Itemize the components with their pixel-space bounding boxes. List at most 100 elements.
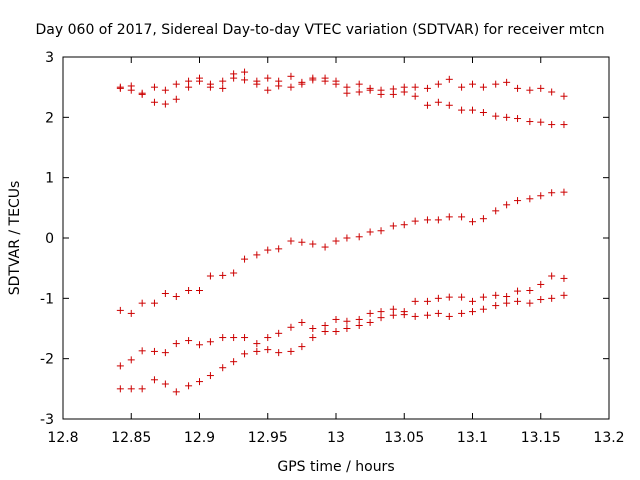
data-point bbox=[241, 255, 249, 263]
data-point bbox=[116, 84, 124, 92]
x-tick-label: 12.95 bbox=[248, 430, 288, 446]
data-point bbox=[219, 364, 227, 372]
data-point bbox=[275, 349, 283, 357]
data-point bbox=[127, 356, 135, 364]
data-point bbox=[161, 290, 169, 298]
data-point bbox=[479, 293, 487, 301]
data-point bbox=[309, 240, 317, 248]
data-point bbox=[514, 84, 522, 92]
y-tick-label: 1 bbox=[45, 171, 54, 187]
y-axis-title: SDTVAR / TECUs bbox=[7, 181, 23, 296]
data-point bbox=[343, 325, 351, 332]
data-point bbox=[537, 296, 545, 304]
y-tick-label: -1 bbox=[40, 291, 54, 307]
data-point bbox=[206, 83, 214, 91]
data-point bbox=[127, 309, 135, 317]
data-point bbox=[219, 271, 227, 279]
y-tick-label: 0 bbox=[45, 231, 54, 247]
data-point bbox=[116, 385, 124, 393]
data-point bbox=[332, 237, 340, 245]
data-point bbox=[172, 95, 180, 103]
data-point bbox=[411, 312, 419, 320]
data-point bbox=[287, 237, 295, 245]
data-point bbox=[241, 68, 249, 76]
data-point bbox=[423, 311, 431, 319]
data-point bbox=[560, 121, 568, 129]
data-point bbox=[423, 297, 431, 305]
data-point bbox=[150, 347, 158, 355]
data-point bbox=[479, 215, 487, 223]
data-point bbox=[298, 80, 306, 88]
data-point bbox=[275, 329, 283, 337]
data-point bbox=[309, 325, 317, 332]
data-point bbox=[560, 291, 568, 299]
data-point bbox=[537, 192, 545, 200]
data-point bbox=[185, 382, 193, 390]
data-point bbox=[253, 251, 261, 259]
data-point bbox=[445, 101, 453, 109]
data-point bbox=[458, 309, 466, 317]
data-point bbox=[309, 76, 317, 84]
data-point bbox=[458, 293, 466, 301]
data-point bbox=[526, 118, 534, 126]
data-point bbox=[116, 306, 124, 314]
x-tick-label: 13.05 bbox=[384, 430, 424, 446]
axis-ticks: 12.8 12.85 12.9 12.95 13 13.05 13.1 13.15 13.2-3… bbox=[40, 50, 625, 446]
data-point bbox=[366, 309, 374, 317]
data-point bbox=[287, 83, 295, 91]
data-point bbox=[298, 238, 306, 246]
data-point bbox=[138, 299, 146, 307]
y-tick-label: -3 bbox=[40, 412, 54, 428]
data-point bbox=[241, 76, 249, 84]
data-point bbox=[560, 188, 568, 196]
data-point bbox=[389, 222, 397, 230]
data-point bbox=[377, 227, 385, 235]
data-point bbox=[275, 245, 283, 253]
data-point bbox=[503, 299, 511, 307]
data-point bbox=[172, 388, 180, 396]
data-point bbox=[287, 323, 295, 331]
data-point bbox=[560, 92, 568, 100]
data-point bbox=[219, 77, 227, 85]
data-point bbox=[503, 201, 511, 209]
data-point bbox=[172, 80, 180, 88]
data-point bbox=[241, 334, 249, 342]
data-point bbox=[537, 118, 545, 126]
data-point bbox=[411, 92, 419, 100]
data-point bbox=[332, 328, 340, 336]
x-tick-label: 13 bbox=[327, 430, 345, 446]
data-point bbox=[514, 115, 522, 123]
data-point bbox=[206, 372, 214, 380]
data-point bbox=[185, 83, 193, 91]
data-point bbox=[355, 80, 363, 88]
data-point bbox=[400, 88, 408, 96]
data-point bbox=[196, 378, 203, 386]
data-point bbox=[492, 291, 500, 299]
x-tick-label: 13.15 bbox=[521, 430, 561, 446]
data-point bbox=[400, 311, 408, 319]
data-point bbox=[150, 376, 158, 384]
data-point bbox=[253, 340, 261, 348]
data-point bbox=[230, 269, 238, 277]
data-point bbox=[458, 213, 466, 221]
chart-title: Day 060 of 2017, Sidereal Day-to-day VTE… bbox=[36, 22, 605, 38]
data-point bbox=[172, 293, 180, 301]
data-point bbox=[400, 221, 408, 229]
data-point bbox=[434, 98, 442, 106]
data-point bbox=[343, 83, 351, 91]
data-point bbox=[514, 287, 522, 295]
data-point bbox=[434, 216, 442, 224]
data-point bbox=[185, 337, 193, 345]
data-point bbox=[548, 272, 556, 280]
data-point bbox=[309, 334, 317, 342]
data-point bbox=[355, 88, 363, 96]
x-axis-title: GPS time / hours bbox=[277, 459, 394, 475]
data-point bbox=[138, 347, 146, 355]
data-point bbox=[445, 312, 453, 320]
y-tick-label: -2 bbox=[40, 352, 54, 368]
data-point bbox=[434, 309, 442, 317]
data-point bbox=[377, 308, 385, 316]
data-point bbox=[321, 77, 329, 85]
data-point bbox=[230, 358, 238, 366]
